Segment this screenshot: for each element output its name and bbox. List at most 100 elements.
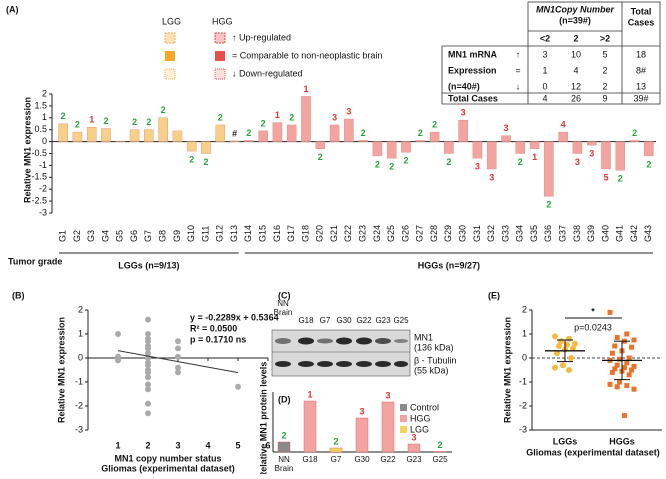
bar [159, 118, 168, 142]
x-tick-label: G22 [376, 455, 400, 474]
x-tick-label: HGGs [609, 436, 635, 446]
table-cell: 3 [542, 49, 547, 59]
table-cell: 4 [573, 65, 578, 75]
bar [630, 140, 639, 141]
point [145, 386, 151, 392]
x-axis-label: MN1 copy number status [114, 453, 221, 463]
legend-swatch [215, 51, 225, 61]
y-tick-label: 2 [42, 88, 47, 98]
y-tick-label: 1 [42, 112, 47, 122]
x-tick-label: G7 [143, 230, 153, 242]
y-tick-label: 0 [78, 352, 83, 362]
x-tick-label: G6 [129, 230, 139, 242]
annotation: y = -0.2289x + 0.5364 [190, 312, 279, 322]
table-cell: 4 [542, 93, 547, 103]
copy-number-label: 2 [281, 430, 286, 440]
bar [259, 131, 268, 142]
point [610, 351, 615, 356]
band-label: β - Tubulin [414, 355, 456, 365]
table-cell: 0 [542, 81, 547, 91]
bar [559, 132, 568, 142]
bar [230, 141, 239, 142]
point [632, 387, 637, 392]
table-cell: 8# [636, 65, 646, 75]
x-tick-label: G4 [100, 230, 110, 242]
point [556, 343, 562, 349]
bar [373, 142, 382, 156]
copy-number-label: 2 [546, 200, 551, 210]
western-blot [272, 330, 410, 376]
point [566, 367, 572, 373]
y-tick-label: 0 [42, 136, 47, 146]
copy-number-label: 1 [532, 152, 537, 162]
bar [244, 140, 253, 141]
row-label: MN1 mRNA [448, 49, 498, 59]
copy-number-label: 2 [246, 128, 251, 138]
bar [359, 140, 368, 141]
copy-number-label: 2 [403, 156, 408, 166]
y-tick-label: -2 [75, 400, 83, 410]
bar [144, 130, 153, 142]
x-tick-label: G29 [443, 225, 453, 242]
copy-number-label: 2 [218, 112, 223, 122]
x-tick-label: G25 [428, 455, 452, 464]
x-tick-label: G35 [529, 225, 539, 242]
x-tick-label: G10 [186, 225, 196, 242]
table-header: Cases [628, 17, 655, 27]
x-tick-label: G30 [334, 316, 354, 336]
bar [301, 96, 310, 141]
legend-swatch [400, 404, 407, 411]
bar [616, 142, 625, 171]
x-tick-label: NN Brain [271, 299, 295, 319]
bar [173, 131, 182, 142]
table-cell: 26 [571, 93, 581, 103]
copy-number-label: 1 [89, 115, 94, 125]
point [175, 345, 181, 351]
x-tick-label: G14 [243, 225, 253, 242]
copy-number-label: 2 [418, 128, 423, 138]
legend-swatch [215, 69, 225, 79]
table-cell: 9 [602, 93, 607, 103]
point [145, 317, 151, 323]
point [629, 345, 634, 350]
x-axis-label: Gliomas (experimental dataset) [526, 447, 660, 457]
x-tick-label: G42 [629, 225, 639, 242]
copy-number-label: 1 [275, 110, 280, 120]
x-tick-label: G26 [400, 225, 410, 242]
legend-swatch [400, 426, 407, 433]
legend-group: LGG [162, 16, 181, 26]
table-cell: 13 [636, 81, 646, 91]
copy-number-label: 2 [261, 118, 266, 128]
y-axis-label: Relative MN1 expression [22, 97, 32, 203]
copy-number-label: 3 [589, 149, 594, 159]
point [617, 380, 622, 385]
x-tick-label: G22 [354, 316, 374, 336]
x-tick-label: NN Brain [272, 455, 296, 473]
copy-number-label: # [232, 128, 237, 138]
point [568, 355, 574, 361]
copy-number-label: 3 [475, 162, 480, 172]
bar [344, 119, 353, 142]
row-symbol: ↑ [516, 49, 521, 59]
y-tick-label: -1.5 [31, 172, 47, 182]
x-tick-label: G11 [200, 226, 210, 242]
y-tick-label: 2 [78, 304, 83, 314]
point [175, 354, 181, 360]
table-header: 2 [573, 33, 578, 43]
point [624, 332, 629, 337]
copy-number-label: 1 [307, 389, 312, 399]
x-tick-label: 1 [115, 440, 120, 450]
copy-number-label: 3 [385, 390, 390, 400]
bar [416, 140, 425, 141]
point [145, 374, 151, 380]
y-tick-label: 1 [522, 328, 527, 338]
x-tick-label: 2 [145, 440, 150, 450]
bar [573, 142, 582, 154]
x-tick-label: G30 [350, 455, 374, 474]
x-tick-label: G30 [334, 316, 354, 325]
point [115, 357, 121, 363]
copy-number-label: 2 [61, 111, 66, 121]
bar [187, 142, 196, 152]
bar [601, 142, 610, 169]
